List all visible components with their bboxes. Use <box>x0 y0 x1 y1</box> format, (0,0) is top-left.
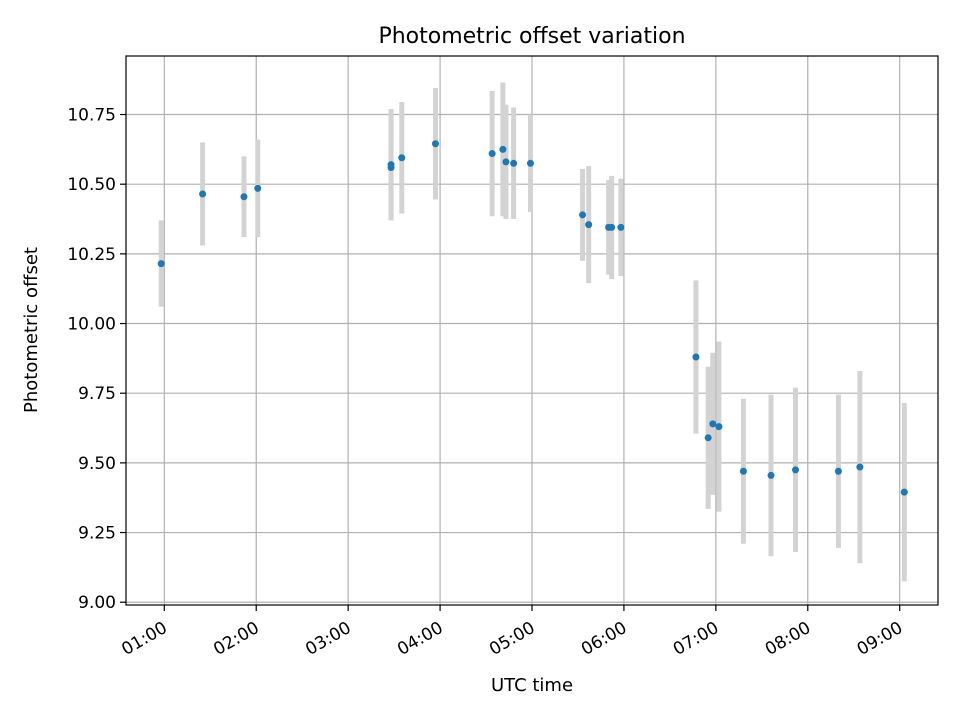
data-point <box>792 466 800 474</box>
y-tick-label: 10.50 <box>67 175 116 195</box>
chart-title: Photometric offset variation <box>378 24 685 49</box>
data-point <box>502 158 510 166</box>
data-point <box>692 353 700 361</box>
x-tick-label: 05:00 <box>486 618 538 660</box>
x-tick-label: 01:00 <box>118 618 170 660</box>
y-tick-label: 10.25 <box>67 245 116 265</box>
x-tick-label: 09:00 <box>854 618 906 660</box>
x-tick-label: 03:00 <box>302 618 354 660</box>
x-tick-label: 02:00 <box>210 618 262 660</box>
data-point <box>526 159 534 167</box>
data-point <box>398 154 406 162</box>
x-axis-ticks: 01:00 02:00 03:00 04:00 05:00 06:00 07:00 08:00… <box>118 605 906 660</box>
data-point <box>254 184 262 192</box>
data-points <box>157 140 908 496</box>
data-point <box>608 223 616 231</box>
x-tick-label: 08:00 <box>762 618 814 660</box>
y-tick-label: 9.25 <box>78 524 116 544</box>
data-point <box>856 463 864 471</box>
y-axis-ticks: 9.00 9.25 9.50 9.75 10.00 10.25 10.50 10.75 <box>67 106 126 613</box>
data-point <box>709 420 717 428</box>
data-point <box>715 423 723 431</box>
data-point <box>900 488 908 496</box>
data-point <box>499 145 507 153</box>
y-tick-label: 9.00 <box>78 593 116 613</box>
x-tick-label: 04:00 <box>394 618 446 660</box>
data-point <box>240 193 248 201</box>
data-point <box>739 467 747 475</box>
y-tick-label: 10.00 <box>67 315 116 335</box>
data-point <box>617 223 625 231</box>
data-point <box>579 211 587 219</box>
x-axis-label: UTC time <box>491 675 573 696</box>
data-point <box>157 260 165 268</box>
data-point <box>585 221 593 229</box>
y-tick-label: 10.75 <box>67 106 116 126</box>
data-point <box>767 471 775 479</box>
data-point <box>704 434 712 442</box>
errorbars <box>158 82 907 582</box>
data-point <box>834 467 842 475</box>
y-tick-label: 9.50 <box>78 454 116 474</box>
x-tick-label: 07:00 <box>670 618 722 660</box>
data-point <box>387 163 395 171</box>
y-axis-label: Photometric offset <box>21 247 42 413</box>
data-point <box>488 150 496 158</box>
y-tick-label: 9.75 <box>78 384 116 404</box>
data-point <box>510 159 518 167</box>
data-point <box>199 190 207 198</box>
x-tick-label: 06:00 <box>578 618 630 660</box>
data-point <box>431 140 439 148</box>
